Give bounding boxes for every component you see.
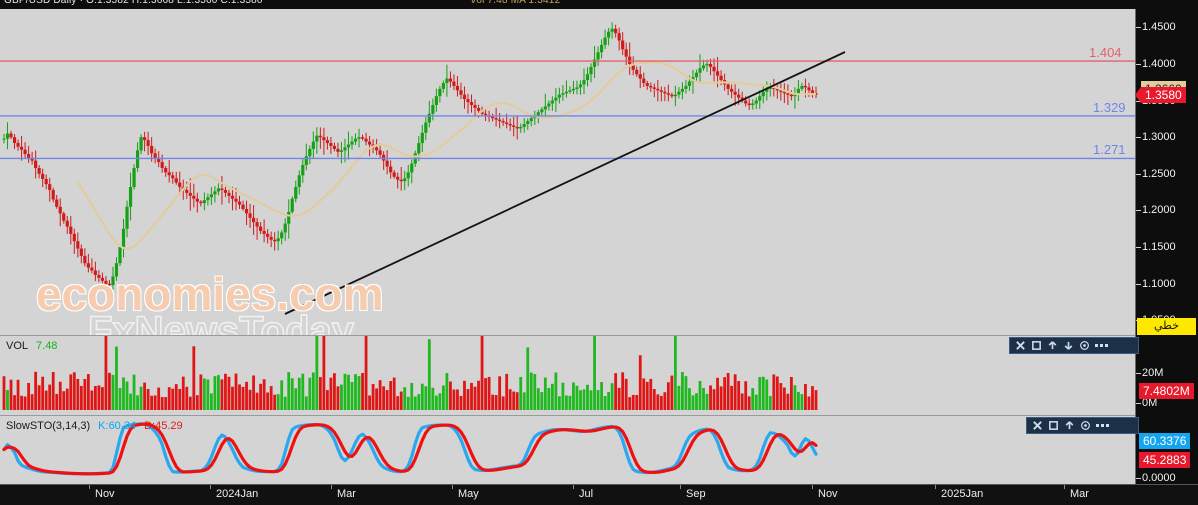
stochastic-k-badge: 60.3376 [1139,433,1191,449]
arrow-down-icon[interactable] [1063,340,1074,351]
price-line-label-1329[interactable]: 1.329 [1093,99,1126,115]
last-price-badge: 1.3580 [1135,86,1186,103]
x-axis-tick [1064,485,1065,489]
price-chart-canvas[interactable] [0,9,1135,335]
volume-legend: VOL 7.48 [6,340,57,352]
maximize-icon[interactable] [1031,340,1042,351]
x-axis-tick [680,485,681,489]
x-axis-label: Nov [818,488,838,500]
chart-title-text: GBP/USD Daily · O:1.3582 H:1.3668 L:1.35… [4,0,263,6]
stochastic-d-line [2,422,818,476]
chart-title-bar: GBP/USD Daily · O:1.3582 H:1.3668 L:1.35… [0,0,1198,9]
price-tick: 1.1500 [1136,241,1198,253]
stochastic-k-value: K:60.34 [98,420,137,432]
price-tick: 1.4500 [1136,21,1198,33]
x-axis-tick [573,485,574,489]
volume-panel[interactable]: VOL 7.48 [0,335,1135,416]
price-tick: 1.2500 [1136,168,1198,180]
close-icon[interactable] [1032,420,1043,431]
x-axis-label: Mar [337,488,356,500]
stochastic-panel[interactable]: SlowSTO(3,14,3) K:60.34 D:45.29 [0,415,1135,485]
volume-tick: 20M [1136,367,1198,379]
moving-average-line [76,61,817,250]
stochastic-d-badge: 45.2883 [1139,452,1191,468]
price-line-label-1404[interactable]: 1.404 [1089,45,1122,60]
candlestick-series [2,22,818,292]
close-icon[interactable] [1015,340,1026,351]
x-axis-tick [452,485,453,489]
volume-legend-value: 7.48 [36,340,58,352]
volume-tick: 0M [1136,397,1198,409]
price-line-label-1271[interactable]: 1.271 [1093,142,1126,158]
volume-legend-label: VOL [6,340,29,352]
x-axis-label: 2025Jan [941,488,984,500]
volume-bars [2,336,818,410]
x-axis-label: Mar [1070,488,1089,500]
x-axis-tick [331,485,332,489]
gear-icon[interactable] [1079,340,1090,351]
stochastic-legend-label: SlowSTO(3,14,3) [6,420,91,432]
x-axis[interactable]: Nov 2024Jan Mar May Jul Sep Nov 2025Jan Mar [0,484,1198,505]
price-tick: 1.3000 [1136,131,1198,143]
volume-axis-scale[interactable]: 20M 0M [1135,335,1198,415]
price-panel[interactable]: economies.com FxNewsToday [0,9,1135,335]
stochastic-tick: 0.0000 [1136,472,1198,484]
x-axis-tick [89,485,90,489]
ascending-trendline [284,51,846,315]
gear-icon[interactable] [1080,420,1091,431]
scale-type-button[interactable]: خطي [1137,318,1196,335]
chart-title-extra: Vol 7.48 MA 1.3412 [470,0,561,6]
price-tick: 1.4000 [1136,58,1198,70]
x-axis-tick [935,485,936,489]
arrow-up-icon[interactable] [1047,340,1058,351]
stochastic-chart-canvas[interactable] [0,416,1135,485]
x-axis-label: 2024Jan [216,488,259,500]
price-tick: 1.2000 [1136,204,1198,216]
x-axis-tick [210,485,211,489]
x-axis-tick [812,485,813,489]
volume-panel-toolbar[interactable] [1009,337,1139,354]
stochastic-d-value: D:45.29 [144,420,183,432]
volume-chart-canvas[interactable] [0,336,1135,416]
x-axis-label: Sep [686,488,706,500]
arrow-up-icon[interactable] [1064,420,1075,431]
volume-value-badge: 7.4802M [1139,383,1194,399]
x-axis-label: May [458,488,479,500]
stochastic-panel-toolbar[interactable] [1026,417,1139,434]
maximize-icon[interactable] [1048,420,1059,431]
stochastic-legend: SlowSTO(3,14,3) K:60.34 D:45.29 [6,420,183,432]
more-dots-icon[interactable] [1095,344,1108,347]
price-tick: 1.1000 [1136,278,1198,290]
price-axis-scale[interactable]: 1.45001.40001.35001.30001.25001.20001.15… [1135,9,1198,335]
x-axis-label: Nov [95,488,115,500]
x-axis-label: Jul [579,488,594,500]
stochastic-axis-scale[interactable]: 0.0000 [1135,415,1198,484]
more-dots-icon[interactable] [1096,424,1109,427]
